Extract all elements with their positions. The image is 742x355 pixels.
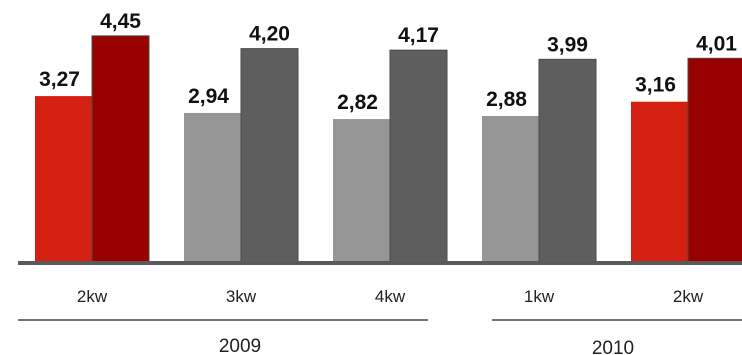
value-label-first-0: 3,27 <box>39 68 80 91</box>
value-label-first-1: 2,94 <box>188 85 229 108</box>
bar-first-2 <box>333 119 390 263</box>
value-label-second-0: 4,45 <box>100 10 141 33</box>
value-label-first-3: 2,88 <box>486 88 527 111</box>
value-label-second-3: 3,99 <box>547 33 588 56</box>
value-label-second-4: 4,01 <box>696 32 737 55</box>
bar-second-3 <box>538 58 597 264</box>
category-label-3: 1kw <box>524 287 555 306</box>
bar-first-3 <box>482 116 539 263</box>
value-label-first-4: 3,16 <box>635 74 676 97</box>
bar-second-1 <box>240 48 299 264</box>
category-label-0: 2kw <box>77 287 108 306</box>
category-label-4: 2kw <box>673 287 704 306</box>
category-label-1: 3kw <box>226 287 257 306</box>
group-label-2009: 2009 <box>219 336 261 355</box>
bar-first-1 <box>184 112 241 263</box>
value-label-first-2: 2,82 <box>337 91 378 114</box>
value-label-second-2: 4,17 <box>398 24 439 47</box>
group-label-2010: 2010 <box>592 338 634 355</box>
bar-second-2 <box>389 49 448 264</box>
category-label-2: 4kw <box>375 287 406 306</box>
bar-first-4 <box>631 101 688 263</box>
bar-second-0 <box>91 35 150 264</box>
bar-first-0 <box>35 96 92 263</box>
bar-second-4 <box>687 57 742 264</box>
value-label-second-1: 4,20 <box>249 23 290 46</box>
